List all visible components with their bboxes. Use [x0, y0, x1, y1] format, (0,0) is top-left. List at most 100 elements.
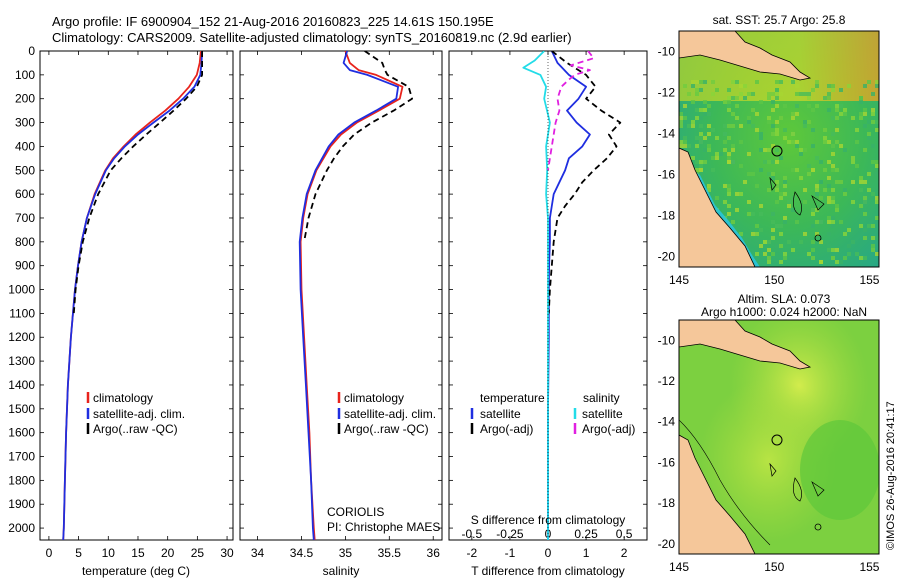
sst-pixel — [751, 172, 755, 176]
sst-pixel — [683, 144, 687, 148]
sst-pixel — [871, 108, 875, 112]
sst-pixel — [759, 100, 763, 104]
sst-pixel — [827, 176, 831, 180]
sst-pixel — [759, 148, 763, 152]
sst-pixel — [819, 240, 823, 244]
sst-pixel — [827, 244, 831, 248]
sst-pixel — [691, 156, 695, 160]
sst-pixel — [867, 120, 871, 124]
sst-pixel — [775, 88, 779, 92]
depth-tick-label: 200 — [15, 92, 35, 106]
sst-map-frame — [678, 30, 880, 268]
sst-pixel — [791, 140, 795, 144]
series-line — [62, 51, 202, 540]
sst-pixel — [843, 112, 847, 116]
sst-pixel — [843, 148, 847, 152]
sst-pixel — [827, 200, 831, 204]
sst-pixel — [779, 196, 783, 200]
sst-pixel — [795, 168, 799, 172]
sst-pixel — [739, 92, 743, 96]
sst-pixel — [851, 200, 855, 204]
sst-pixel — [855, 164, 859, 168]
sst-pixel — [815, 208, 819, 212]
sst-pixel — [843, 108, 847, 112]
sst-pixel — [691, 80, 695, 84]
sst-pixel — [715, 152, 719, 156]
sst-map-title: sat. SST: 25.7 Argo: 25.8 — [713, 13, 846, 27]
sst-pixel — [699, 164, 703, 168]
sst-pixel — [867, 136, 871, 140]
x-tick-label: 30 — [220, 546, 234, 560]
s-diff-tick-label: 0.5 — [616, 527, 633, 541]
sst-pixel — [803, 124, 807, 128]
x-tick-label: -1 — [505, 546, 516, 560]
sst-pixel — [855, 140, 859, 144]
sst-pixel — [779, 224, 783, 228]
sst-pixel — [695, 80, 699, 84]
map-x-tick-label: 145 — [669, 560, 689, 574]
sst-pixel — [827, 92, 831, 96]
sst-png-land — [679, 31, 812, 81]
sst-pixel — [827, 140, 831, 144]
depth-tick-label: 1600 — [8, 426, 35, 440]
sst-pixel — [835, 128, 839, 132]
sst-pixel — [831, 200, 835, 204]
sst-pixel — [707, 112, 711, 116]
sst-pixel — [767, 96, 771, 100]
sst-pixel — [823, 128, 827, 132]
sst-pixel — [835, 116, 839, 120]
sst-pixel — [811, 248, 815, 252]
sla-low — [800, 420, 879, 520]
sst-pixel — [751, 92, 755, 96]
sst-pixel — [715, 88, 719, 92]
sst-pixel — [731, 144, 735, 148]
sst-pixel — [771, 92, 775, 96]
sst-pixel — [859, 176, 863, 180]
sst-pixel — [875, 200, 879, 204]
sst-pixel — [875, 196, 879, 200]
sst-pixel — [763, 160, 767, 164]
sst-pixel — [699, 80, 703, 84]
sst-pixel — [831, 188, 835, 192]
depth-tick-label: 100 — [15, 68, 35, 82]
sst-pixel — [875, 128, 879, 132]
legend-temp-satellite: satellite — [480, 407, 521, 421]
sst-pixel — [727, 160, 731, 164]
sst-pixel — [795, 220, 799, 224]
map-y-tick-label: -20 — [658, 537, 676, 551]
sst-pixel — [795, 104, 799, 108]
sst-pixel — [795, 140, 799, 144]
sst-pixel — [831, 84, 835, 88]
sst-pixel — [811, 168, 815, 172]
sst-pixel — [823, 96, 827, 100]
x-tick-label: 10 — [102, 546, 116, 560]
sst-pixel — [851, 116, 855, 120]
sst-pixel — [843, 256, 847, 260]
salinity-xlabel: salinity — [323, 564, 360, 578]
sla-australia-land — [679, 434, 756, 554]
sst-pixel — [815, 184, 819, 188]
sst-pixel — [695, 136, 699, 140]
depth-tick-label: 600 — [15, 187, 35, 201]
sst-pixel — [791, 248, 795, 252]
sst-pixel — [831, 224, 835, 228]
sst-pixel — [699, 136, 703, 140]
x-tick-label: 36 — [427, 546, 441, 560]
sst-pixel — [795, 144, 799, 148]
sst-pixel — [739, 84, 743, 88]
depth-tick-label: 1000 — [8, 283, 35, 297]
sst-pixel — [783, 128, 787, 132]
sst-pixel — [735, 80, 739, 84]
sst-pixel — [835, 248, 839, 252]
difference-series — [522, 51, 622, 540]
sst-pixel — [707, 104, 711, 108]
sst-pixel — [875, 236, 879, 240]
sst-pixel — [779, 260, 783, 264]
series-line — [547, 51, 595, 171]
sst-pixel — [767, 260, 771, 264]
sla-png-land — [679, 320, 812, 370]
series-line — [303, 51, 414, 242]
sst-pixel — [679, 140, 683, 144]
temperature-series — [62, 51, 204, 540]
sst-pixel — [811, 88, 815, 92]
